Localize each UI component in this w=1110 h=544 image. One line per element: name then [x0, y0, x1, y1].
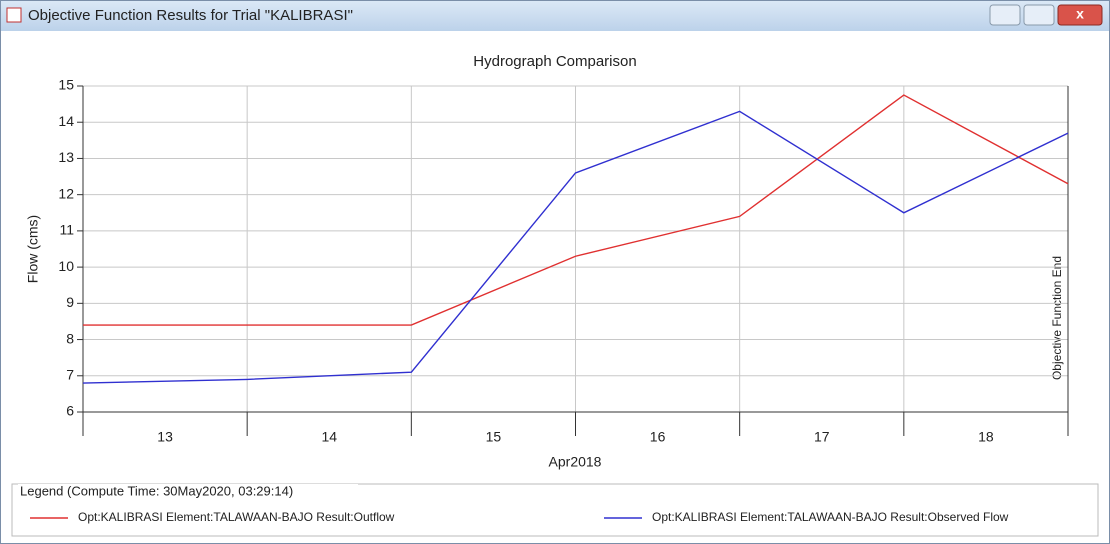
x-tick-label: 15 — [486, 429, 502, 445]
title-bar — [1, 1, 1109, 31]
y-tick-label: 13 — [58, 149, 74, 165]
window-title: Objective Function Results for Trial "KA… — [28, 7, 353, 24]
close-glyph: x — [1076, 6, 1084, 22]
close-button[interactable] — [1057, 4, 1103, 26]
series-line — [83, 94, 1069, 326]
legend-title-bg — [18, 484, 358, 498]
x-axis-label: Apr2018 — [549, 454, 602, 470]
restore-button[interactable] — [1023, 4, 1055, 26]
legend-box — [11, 483, 1099, 537]
y-tick-label: 11 — [59, 222, 74, 238]
minimize-button[interactable] — [989, 4, 1021, 26]
y-tick-label: 10 — [58, 258, 74, 274]
app-icon — [6, 7, 22, 23]
annotation: Objective Function End — [1050, 256, 1064, 380]
legend-label: Opt:KALIBRASI Element:TALAWAAN-BAJO Resu… — [652, 510, 1009, 524]
y-tick-label: 7 — [66, 366, 74, 382]
x-tick-label: 14 — [321, 429, 337, 445]
y-tick-label: 15 — [58, 77, 74, 93]
x-tick-label: 18 — [978, 429, 994, 445]
legend-label: Opt:KALIBRASI Element:TALAWAAN-BAJO Resu… — [78, 510, 395, 524]
x-tick-label: 16 — [650, 429, 666, 445]
legend-title: Legend (Compute Time: 30May2020, 03:29:1… — [20, 483, 293, 498]
x-tick-label: 13 — [157, 429, 173, 445]
y-tick-label: 6 — [66, 403, 74, 419]
y-axis-label: Flow (cms) — [25, 215, 41, 283]
x-tick-label: 17 — [814, 429, 830, 445]
y-tick-label: 14 — [58, 113, 74, 129]
chart-title: Hydrograph Comparison — [473, 53, 636, 70]
series-line — [82, 110, 1069, 384]
y-tick-label: 8 — [66, 330, 74, 346]
y-tick-label: 12 — [58, 185, 74, 201]
y-tick-label: 9 — [66, 294, 74, 310]
